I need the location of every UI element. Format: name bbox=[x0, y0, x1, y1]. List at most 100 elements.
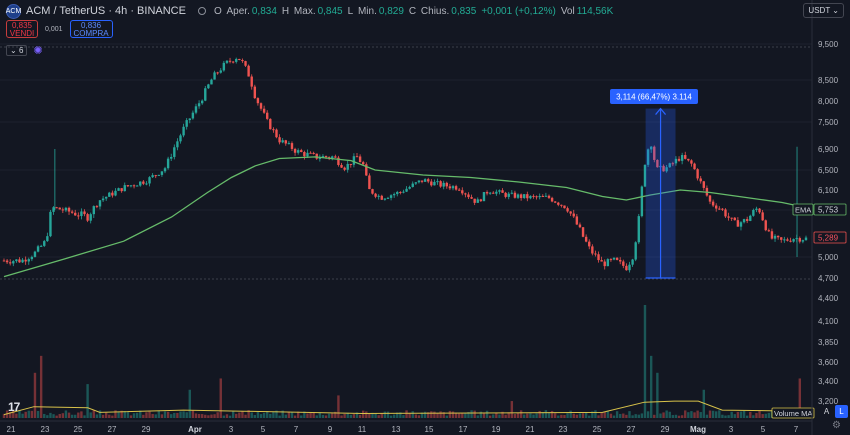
candle-body bbox=[377, 195, 380, 197]
candle-body bbox=[383, 198, 387, 200]
volume-bar bbox=[677, 415, 681, 418]
close-label-long: Chius. bbox=[420, 5, 450, 17]
candle-body bbox=[715, 205, 718, 209]
volume-bar bbox=[541, 412, 544, 418]
buy-price: 0,836 bbox=[81, 21, 102, 30]
candle-body bbox=[337, 157, 340, 165]
volume-bar bbox=[603, 411, 606, 418]
candle-body bbox=[21, 259, 24, 263]
volume-bar bbox=[513, 414, 517, 418]
candle-body bbox=[764, 220, 767, 231]
volume-bar bbox=[303, 411, 306, 418]
volume-bar bbox=[154, 414, 157, 418]
volume-bar bbox=[550, 410, 554, 418]
price-tick-label: 3,600 bbox=[818, 358, 839, 367]
candle-body bbox=[776, 235, 780, 238]
volume-bar bbox=[643, 305, 647, 418]
gear-icon[interactable]: ⚙ bbox=[832, 420, 841, 431]
auto-scale-button[interactable]: A bbox=[823, 407, 830, 416]
volume-bar bbox=[755, 413, 758, 418]
buy-button[interactable]: 0,836 COMPRA bbox=[69, 20, 113, 38]
volume-bar bbox=[584, 412, 588, 418]
volume-bar bbox=[27, 410, 30, 418]
time-tick-label: 21 bbox=[526, 425, 535, 434]
indicators-toggle[interactable]: ⌄ 6 ✺ bbox=[6, 44, 43, 57]
candle-body bbox=[287, 143, 291, 145]
candle-body bbox=[547, 195, 551, 198]
candle-body bbox=[30, 256, 34, 260]
candle-body bbox=[194, 106, 198, 113]
volume-bar bbox=[516, 412, 520, 418]
volume-bar bbox=[321, 414, 325, 418]
candle-body bbox=[43, 241, 46, 246]
volume-bar bbox=[408, 412, 411, 418]
volume-bar bbox=[287, 411, 291, 418]
volume-bar bbox=[86, 384, 89, 418]
candle-body bbox=[557, 202, 560, 205]
candle-body bbox=[222, 62, 226, 71]
volume-bar bbox=[185, 412, 188, 418]
volume-bar bbox=[244, 414, 247, 418]
volume-bar bbox=[671, 415, 675, 418]
volume-bar bbox=[591, 411, 594, 418]
volume-bar bbox=[284, 414, 287, 418]
candle-body bbox=[445, 182, 449, 187]
volume-bar bbox=[157, 410, 161, 418]
candle-body bbox=[405, 188, 408, 192]
candle-body bbox=[83, 211, 86, 215]
volume-bar bbox=[272, 412, 275, 418]
candle-body bbox=[163, 168, 167, 172]
candle-body bbox=[157, 174, 161, 176]
volume-bar bbox=[609, 413, 613, 418]
candle-body bbox=[296, 150, 300, 153]
candle-body bbox=[541, 196, 544, 198]
candle-body bbox=[532, 195, 535, 197]
time-tick-label: Apr bbox=[188, 425, 202, 434]
candle-body bbox=[343, 167, 346, 170]
candle-body bbox=[523, 194, 526, 198]
chevron-down-icon[interactable]: ⌄ 6 bbox=[6, 45, 28, 56]
volume-bar bbox=[581, 413, 585, 418]
candle-body bbox=[606, 259, 610, 267]
volume-bar bbox=[368, 413, 371, 418]
time-tick-label: 27 bbox=[627, 425, 636, 434]
sun-icon[interactable]: ✺ bbox=[33, 45, 43, 57]
currency-label: USDT bbox=[808, 6, 831, 15]
candle-body bbox=[708, 195, 712, 202]
price-tick-label: 5,000 bbox=[818, 253, 839, 262]
price-tick-label: 3,200 bbox=[818, 397, 839, 406]
candle-body bbox=[225, 60, 229, 63]
candle-body bbox=[182, 126, 185, 136]
time-tick-label: 19 bbox=[492, 425, 501, 434]
volume-bar bbox=[361, 410, 365, 418]
candle-body bbox=[730, 217, 733, 219]
candle-body bbox=[563, 205, 566, 209]
volume-bar bbox=[402, 415, 405, 418]
candle-body bbox=[98, 200, 102, 207]
volume-bar bbox=[250, 412, 253, 418]
candle-body bbox=[485, 192, 489, 194]
candle-body bbox=[578, 224, 582, 228]
volume-bar bbox=[405, 410, 408, 418]
volume-bar bbox=[575, 414, 579, 418]
symbol-logo-icon: ACM bbox=[6, 3, 21, 19]
sell-button[interactable]: 0,835 VENDI bbox=[6, 20, 38, 38]
buy-label: COMPRA bbox=[73, 29, 109, 38]
symbol-title[interactable]: ACM / TetherUS · 4h · BINANCE bbox=[26, 5, 186, 17]
candle-body bbox=[442, 182, 445, 187]
candle-body bbox=[191, 112, 195, 119]
candle-body bbox=[464, 193, 467, 195]
sell-label: VENDI bbox=[9, 29, 35, 38]
candle-body bbox=[535, 196, 538, 198]
volume-bar bbox=[612, 415, 616, 418]
volume-bar bbox=[231, 411, 235, 418]
candle-body bbox=[55, 207, 58, 209]
price-tick-label: 6,100 bbox=[818, 186, 839, 195]
volume-bar bbox=[501, 411, 504, 418]
volume-bar bbox=[207, 415, 210, 418]
currency-select[interactable]: USDT ⌄ bbox=[803, 3, 844, 18]
volume-bar bbox=[798, 378, 802, 418]
volume-bar bbox=[21, 413, 24, 418]
log-scale-button[interactable]: L bbox=[835, 405, 848, 418]
